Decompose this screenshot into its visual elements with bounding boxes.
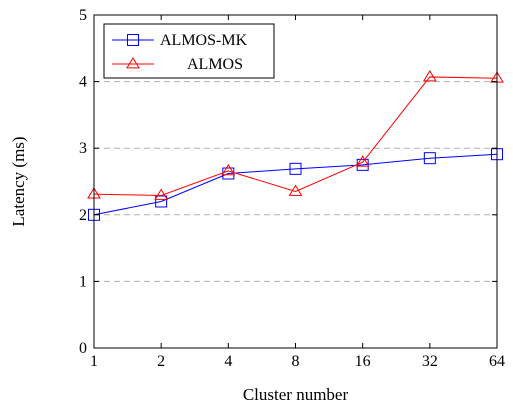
y-tick-label-1: 1	[79, 273, 87, 290]
y-tick-label-4: 4	[79, 74, 87, 91]
series-layer	[87, 69, 504, 221]
data-point-almos-8	[288, 184, 303, 196]
x-tick-label-4: 4	[224, 353, 232, 370]
data-point-almos-mk-8	[289, 162, 302, 175]
x-tick-label-32: 32	[422, 353, 438, 370]
x-tick-label-64: 64	[489, 353, 505, 370]
series-line-almos	[93, 76, 498, 196]
x-tick-label-1: 1	[90, 353, 98, 370]
x-axis-label: Cluster number	[243, 385, 349, 404]
legend-marker-almos	[126, 57, 140, 69]
y-tick-label-3: 3	[79, 140, 87, 157]
data-point-almos-32	[422, 69, 437, 82]
y-tick-label-0: 0	[79, 340, 87, 357]
data-point-almos-2	[154, 188, 169, 200]
legend-entry-almos: ALMOS	[112, 56, 243, 73]
series-almos-mk	[88, 148, 503, 221]
series-almos	[87, 69, 504, 200]
legend-marker-almos-mk	[127, 34, 139, 46]
series-line-almos-mk	[93, 153, 498, 216]
x-tick-label-8: 8	[292, 353, 300, 370]
data-point-almos-mk-32	[423, 152, 436, 165]
legend-box	[103, 23, 275, 79]
data-point-almos-4	[221, 163, 236, 176]
legend-entry-almos-mk: ALMOS-MK	[112, 32, 248, 49]
x-tick-label-16: 16	[355, 353, 371, 370]
y-axis-label: Latency (ms)	[9, 136, 28, 226]
legend: ALMOS-MK ALMOS	[103, 23, 275, 79]
x-tick-label-2: 2	[157, 353, 165, 370]
grid-lines	[94, 81, 497, 282]
data-point-almos-16	[355, 155, 370, 167]
legend-label-almos-mk: ALMOS-MK	[160, 32, 248, 49]
y-tick-label-5: 5	[79, 7, 87, 24]
legend-label-almos: ALMOS	[187, 56, 243, 73]
y-tick-label-2: 2	[79, 207, 87, 224]
